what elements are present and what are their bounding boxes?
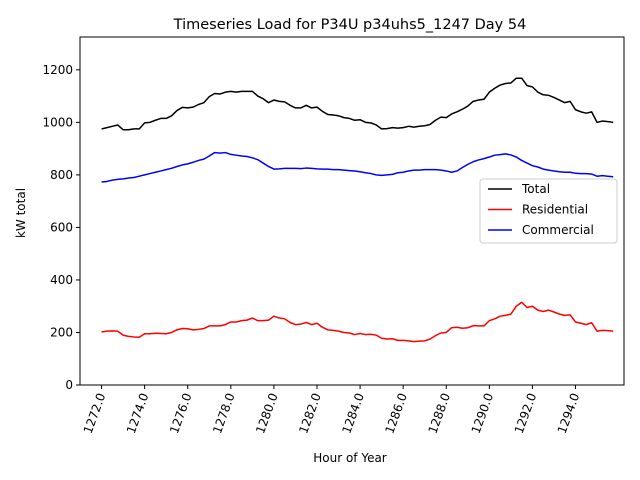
y-tick-label: 0 [65, 378, 73, 392]
legend-label-commercial: Commercial [522, 223, 594, 237]
legend-box [479, 178, 618, 244]
legend-label-total: Total [521, 182, 550, 196]
series-line-commercial [101, 151, 614, 183]
plot-area [101, 77, 614, 343]
y-tick-label: 1000 [42, 115, 73, 129]
x-axis-label: Hour of Year [313, 451, 387, 465]
chart-title: Timeseries Load for P34U p34uhs5_1247 Da… [173, 17, 527, 33]
y-tick-label: 200 [50, 325, 73, 339]
series-line-total [101, 77, 614, 131]
y-axis: 0 200 400 600 800 1000 1200 [42, 63, 80, 392]
y-tick-label: 800 [50, 168, 73, 182]
y-tick-label: 400 [50, 273, 73, 287]
legend-label-residential: Residential [522, 203, 588, 217]
y-axis-label: kW total [14, 188, 28, 238]
series-line-residential [101, 301, 614, 343]
y-tick-label: 600 [50, 220, 73, 234]
legend: Total Residential Commercial [479, 178, 618, 244]
y-tick-label: 1200 [42, 63, 73, 77]
plot-frame [79, 36, 625, 386]
